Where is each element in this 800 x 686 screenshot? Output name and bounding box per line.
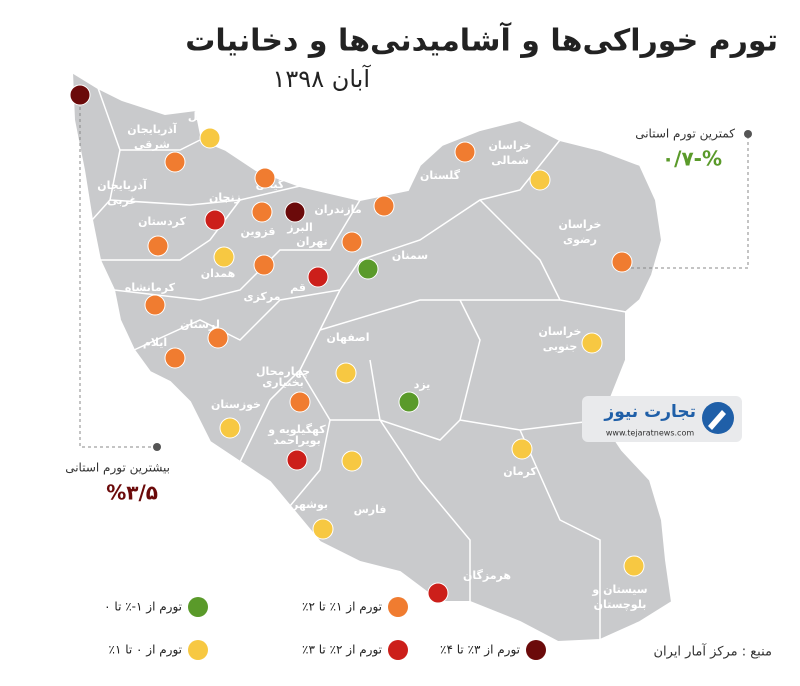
province-dot: [398, 391, 420, 413]
province-label: کرمان: [503, 465, 537, 478]
province-dot: [144, 294, 166, 316]
province-dot: [286, 449, 308, 471]
province-label: آذربایجان: [97, 178, 147, 192]
province-dot: [427, 582, 449, 604]
province-label: آذربایجان: [127, 122, 177, 136]
province-dot: [219, 417, 241, 439]
legend-label: تورم از ۲٪ تا ۳٪: [302, 643, 382, 658]
province-label: قزوین: [241, 225, 276, 238]
legend-label: تورم از ۱٪ تا ۲٪: [302, 600, 382, 615]
legend-label: تورم از ۳٪ تا ۴٪: [440, 643, 520, 658]
province-label: سمنان: [392, 249, 428, 262]
province-label: رضوی: [563, 233, 597, 246]
province-dot: [199, 127, 221, 149]
province-dot: [204, 209, 226, 231]
province-label: زنجان: [209, 191, 241, 204]
annotation-value: %۳/۵: [106, 481, 158, 505]
province-label: کرمانشاه: [125, 281, 176, 294]
annotation-value: %-۰/۷: [662, 147, 722, 171]
province-dot: [341, 450, 363, 472]
legend-swatch: [388, 640, 408, 660]
title: تورم خوراکی‌ها و آشامیدنی‌ها و دخانیات: [185, 22, 778, 59]
province-label: خراسان: [559, 218, 602, 231]
province-label: جنوبی: [543, 340, 578, 353]
annotation-dot: [153, 443, 161, 451]
legend-swatch: [188, 597, 208, 617]
province-label: قم: [290, 281, 306, 294]
province-dot: [312, 518, 334, 540]
province-label: یزد: [414, 378, 431, 391]
province-label: شمالی: [491, 154, 529, 167]
province-dot: [373, 195, 395, 217]
province-label: البرز: [286, 221, 313, 234]
province-dot: [207, 327, 229, 349]
province-dot: [307, 266, 329, 288]
province-dot: [357, 258, 379, 280]
province-label: شرقی: [134, 138, 170, 151]
province-dot: [284, 201, 306, 223]
annotation-label: بیشترین تورم استانی: [65, 461, 170, 476]
legend-label: تورم از ۰ تا ۱٪: [108, 643, 182, 658]
province-label: لرستان: [180, 318, 220, 331]
province-label: بلوچستان: [594, 598, 647, 611]
annotation-dot: [744, 130, 752, 138]
annotation-lines: [79, 95, 749, 448]
province-label: چهارمحال: [256, 365, 310, 378]
province-dot: [254, 167, 276, 189]
province-label: گلستان: [420, 169, 461, 182]
subtitle: آبان ۱۳۹۸: [273, 64, 372, 93]
province-dot: [335, 362, 357, 384]
province-dot: [164, 347, 186, 369]
logo: تجارت نیوز www.tejaratnews.com: [582, 396, 742, 442]
province-label: بویراحمد: [273, 434, 320, 447]
province-label: خراسان: [489, 139, 532, 152]
province-dot: [147, 235, 169, 257]
province-dot: [69, 84, 91, 106]
province-dot: [341, 231, 363, 253]
province-dot: [623, 555, 645, 577]
province-label: غربی: [107, 194, 137, 207]
province-dot: [454, 141, 476, 163]
province-label: بختیاری: [262, 376, 304, 389]
legend-swatch: [188, 640, 208, 660]
province-label: بوشهر: [291, 498, 328, 511]
province-dot: [611, 251, 633, 273]
province-label: ایلام: [143, 336, 167, 349]
province-label: مرکزی: [244, 290, 281, 303]
province-label: اصفهان: [326, 331, 369, 344]
province-borders: [91, 87, 627, 640]
province-label: خراسان: [539, 325, 582, 338]
province-label: تهران: [296, 235, 327, 248]
province-dot: [164, 151, 186, 173]
legend-swatch: [526, 640, 546, 660]
legend-swatch: [388, 597, 408, 617]
logo-url: www.tejaratnews.com: [606, 429, 694, 438]
province-dot: [253, 254, 275, 276]
province-label: همدان: [201, 267, 236, 280]
logo-name: تجارت نیوز: [603, 402, 696, 422]
source: منبع : مرکز آمار ایران: [653, 643, 772, 660]
province-label: کهگیلویه و: [267, 423, 326, 436]
province-dot: [251, 201, 273, 223]
province-dot: [289, 391, 311, 413]
province-label: فارس: [354, 503, 387, 516]
province-dot: [511, 438, 533, 460]
province-label: مازندران: [314, 203, 361, 216]
province-label: هرمزگان: [463, 569, 511, 582]
province-label: اردبیل: [188, 110, 222, 123]
province-dot: [213, 246, 235, 268]
province-dot: [581, 332, 603, 354]
province-label: سیستان و: [591, 583, 647, 596]
province-label: خوزستان: [211, 398, 261, 411]
province-dot: [529, 169, 551, 191]
legend-label: تورم از ۱-٪ تا ۰: [104, 600, 182, 615]
province-label: کردستان: [138, 215, 186, 228]
annotation-label: کمترین تورم استانی: [635, 127, 735, 142]
